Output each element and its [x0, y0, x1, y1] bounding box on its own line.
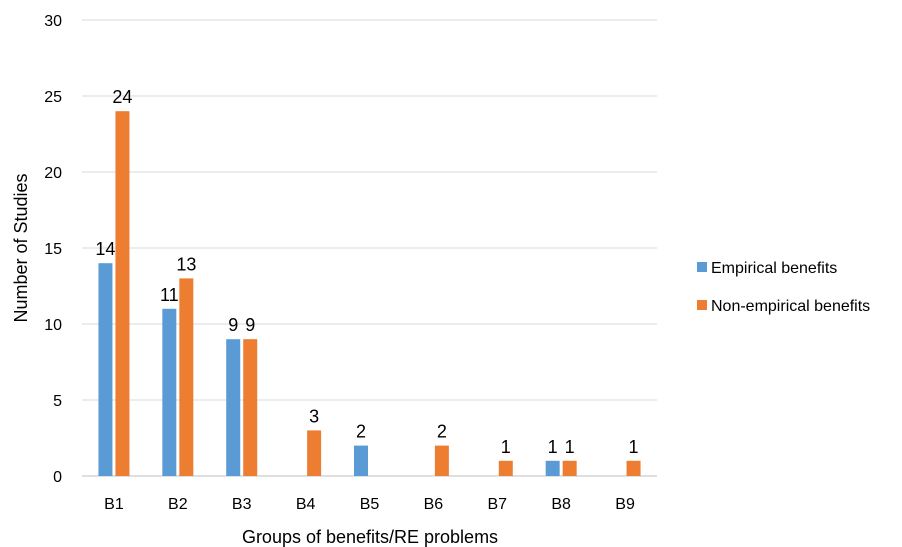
- bar-non-empirical: [307, 430, 322, 476]
- bar-non-empirical: [243, 339, 258, 476]
- y-axis-ticks: 0 5 10 15 20 25 30: [44, 13, 62, 486]
- x-tick-label: B5: [360, 496, 380, 513]
- bar-empirical: [354, 445, 368, 476]
- x-tick-label: B7: [487, 496, 507, 513]
- y-tick-label: 10: [44, 317, 62, 334]
- y-tick-label: 20: [44, 165, 62, 182]
- x-axis-ticks: B1 B2 B3 B4 B5 B6 B7 B8 B9: [104, 496, 635, 513]
- data-label: 2: [437, 422, 447, 442]
- data-label: 9: [228, 315, 238, 335]
- data-label: 9: [245, 315, 255, 335]
- y-tick-label: 30: [44, 13, 62, 30]
- legend-label: Non-empirical benefits: [711, 298, 870, 315]
- y-tick-label: 0: [53, 469, 62, 486]
- y-tick-label: 15: [44, 241, 62, 258]
- legend-swatch: [697, 262, 707, 272]
- x-tick-label: B2: [168, 496, 188, 513]
- data-label: 11: [160, 285, 179, 305]
- bar-non-empirical: [434, 445, 449, 476]
- bar-empirical: [98, 263, 113, 476]
- x-tick-label: B4: [296, 496, 316, 513]
- legend: Empirical benefits Non-empirical benefits: [697, 260, 870, 315]
- data-label: 2: [356, 422, 366, 442]
- x-tick-label: B1: [104, 496, 124, 513]
- data-label: 1: [565, 437, 575, 457]
- data-label: 24: [112, 87, 132, 107]
- bars: [98, 111, 641, 476]
- y-tick-label: 25: [44, 89, 62, 106]
- gridlines: [82, 19, 657, 477]
- data-label: 14: [95, 239, 115, 259]
- bar-non-empirical: [562, 460, 577, 476]
- data-label: 13: [176, 254, 196, 274]
- bar-empirical: [162, 308, 177, 476]
- legend-label: Empirical benefits: [711, 260, 837, 277]
- data-label: 1: [501, 437, 511, 457]
- legend-swatch: [697, 300, 707, 310]
- data-label: 1: [548, 437, 558, 457]
- data-label: 1: [629, 437, 639, 457]
- x-tick-label: B8: [551, 496, 571, 513]
- bar-non-empirical: [179, 278, 194, 476]
- bar-empirical: [545, 460, 560, 476]
- bar-empirical: [226, 339, 241, 476]
- x-tick-label: B9: [615, 496, 635, 513]
- x-axis-title: Groups of benefits/RE problems: [242, 527, 498, 547]
- data-label: 3: [309, 406, 319, 426]
- x-tick-label: B3: [232, 496, 252, 513]
- bar-non-empirical: [626, 460, 641, 476]
- bar-non-empirical: [498, 460, 513, 476]
- bar-non-empirical: [115, 111, 130, 476]
- y-axis-title: Number of Studies: [11, 173, 31, 322]
- x-tick-label: B6: [424, 496, 444, 513]
- y-tick-label: 5: [53, 393, 62, 410]
